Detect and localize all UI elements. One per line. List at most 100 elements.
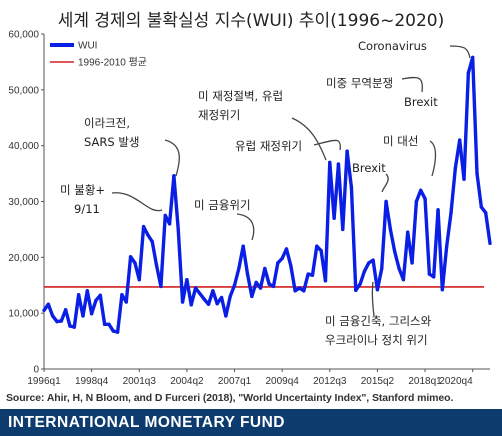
y-tick-label: 40,000 xyxy=(8,141,39,152)
series-wui-segment xyxy=(380,199,388,271)
series-wui-segment xyxy=(63,308,72,328)
series-wui-segment xyxy=(189,286,198,307)
series-wui-segment xyxy=(250,280,258,299)
series-wui-segment xyxy=(462,71,471,181)
series-wui-segment xyxy=(410,199,419,265)
series-wui-segment xyxy=(89,298,98,316)
annotation-label: 9/11 xyxy=(74,202,100,216)
series-wui-segment xyxy=(211,289,219,306)
x-tick-label: 1996q1 xyxy=(27,376,61,387)
callout-leader-line xyxy=(401,76,424,93)
series-wui-segment xyxy=(449,166,458,215)
legend: WUI 1996-2010 평균 xyxy=(50,41,147,69)
chart-title: 세계 경제의 불확실성 지수(WUI) 추이(1996~2020) xyxy=(57,11,445,31)
series-wui-segment xyxy=(72,293,81,329)
annotation-label: 우크라이나 정치 위기 xyxy=(325,333,428,347)
annotation-label: Brexit xyxy=(404,95,438,109)
x-tick-label: 2009q4 xyxy=(265,376,299,387)
annotation-label: 이라크전, xyxy=(84,116,130,130)
series-wui-segment xyxy=(185,277,193,307)
annotation-label: 미 재정절벽, 유럽 xyxy=(198,89,283,103)
callout-leader-line xyxy=(236,213,255,241)
callout-leader-line xyxy=(381,173,389,193)
series-wui-segment xyxy=(436,208,445,292)
series-wui-segment xyxy=(388,227,397,254)
y-tick-label: 10,000 xyxy=(8,309,39,320)
series-wui-segment xyxy=(85,289,94,316)
callout-leader-line xyxy=(164,139,180,177)
annotation-label: 미 금융위기 xyxy=(194,198,251,212)
series-wui-segment xyxy=(137,224,146,282)
series-wui-segment xyxy=(176,227,185,304)
callout-leader-line xyxy=(449,45,471,59)
x-tick-label: 2001q3 xyxy=(123,376,157,387)
x-tick-label: 2012q3 xyxy=(313,376,347,387)
series-wui-segment xyxy=(341,149,349,232)
annotation-label: 재정위기 xyxy=(198,108,240,122)
x-tick-label: 2018q1 xyxy=(408,376,442,387)
series-wui-segment xyxy=(470,55,479,176)
callout-leader-line xyxy=(371,281,375,317)
footer-text: INTERNATIONAL MONETARY FUND xyxy=(8,414,285,431)
series-wui-segment xyxy=(393,250,401,271)
series-wui-segment xyxy=(349,185,358,292)
series-wui-segment xyxy=(241,244,250,276)
annotation-label: Coronavirus xyxy=(358,39,427,53)
y-tick-label: 20,000 xyxy=(8,253,39,264)
series-wui-segment xyxy=(271,261,280,289)
series-wui-segment xyxy=(289,264,297,293)
series-wui-segment xyxy=(302,272,310,293)
annotation-label: 미 불황+ xyxy=(60,183,105,197)
callout-leader-line xyxy=(313,139,341,151)
series-wui-segment xyxy=(440,244,449,292)
series-wui-segment xyxy=(124,255,133,304)
x-tick-label: 1998q4 xyxy=(75,376,109,387)
series-wui-segment xyxy=(358,269,367,286)
series-wui-segment xyxy=(475,171,484,209)
series-wui-segment xyxy=(384,199,393,232)
series-layer xyxy=(42,55,492,334)
x-tick-label: 2004q2 xyxy=(170,376,204,387)
series-wui-segment xyxy=(284,247,293,268)
annotations-layer: 미 불황+ 9/11 이라크전, SARS 발생미 금융위기 미 재정절벽, 유럽재정위… xyxy=(60,39,471,347)
series-wui-segment xyxy=(98,293,107,327)
x-tick-label: 2015q2 xyxy=(361,376,395,387)
callout-leader-line xyxy=(429,140,437,177)
series-wui-segment xyxy=(150,239,159,268)
series-wui-segment xyxy=(245,272,254,299)
series-wui-segment xyxy=(323,160,332,283)
series-wui-segment xyxy=(444,210,453,248)
annotation-label: 미 금융긴축, 그리스와 xyxy=(325,314,432,328)
y-tick-label: 60,000 xyxy=(8,30,39,41)
y-tick-label: 50,000 xyxy=(8,85,39,96)
x-tick-label: 2007q1 xyxy=(218,376,252,387)
series-wui-segment xyxy=(345,149,354,190)
axes: 60,00050,00040,00030,00020,00010,0000199… xyxy=(8,30,490,387)
series-wui-segment xyxy=(115,293,124,334)
legend-label-average: 1996-2010 평균 xyxy=(78,57,147,69)
series-wui-segment xyxy=(232,266,241,287)
callout-leader-line xyxy=(291,117,327,161)
source-note: Source: Ahir, H, N Bloom, and D Furceri … xyxy=(6,392,454,404)
y-tick-label: 0 xyxy=(33,365,39,376)
legend-label-wui: WUI xyxy=(78,41,97,52)
callout-leader-line xyxy=(111,192,163,212)
annotation-label: 미중 무역분쟁 xyxy=(326,76,393,90)
series-wui-segment xyxy=(375,266,384,292)
annotation-label: 미 대선 xyxy=(383,134,418,148)
annotation-label: 유럽 재정위기 xyxy=(235,139,302,153)
series-wui-segment xyxy=(46,302,55,318)
series-wui-segment xyxy=(172,174,180,232)
series-wui-segment xyxy=(310,244,319,277)
series-wui-segment xyxy=(224,294,232,318)
x-tick-label: 2020q4 xyxy=(439,376,473,387)
footer-bar: INTERNATIONAL MONETARY FUND xyxy=(0,409,502,436)
annotation-label: Brexit xyxy=(352,161,386,175)
series-wui-segment xyxy=(263,266,271,286)
series-wui-segment xyxy=(228,283,237,299)
series-wui-segment xyxy=(483,210,492,246)
series-wui-segment xyxy=(423,197,432,276)
series-wui-segment xyxy=(159,213,167,289)
annotation-label: SARS 발생 xyxy=(84,135,140,149)
